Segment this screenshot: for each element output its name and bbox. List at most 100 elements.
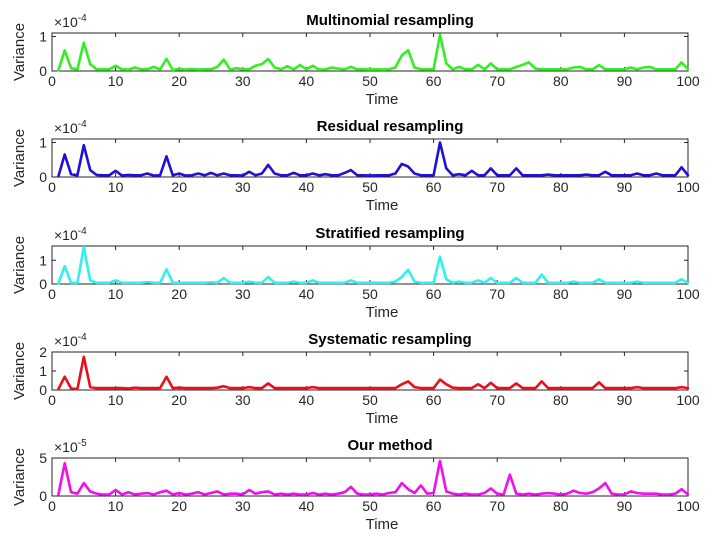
chart-title: Our method [348,437,433,454]
axes-box [51,245,689,285]
x-tick-label: 100 [676,286,700,302]
x-tick-label: 60 [426,179,442,195]
y-exponent-label: ×10-5 [54,438,87,455]
y-exponent-power: -5 [78,438,87,449]
axes-box [51,32,689,72]
x-axis-label: Time [366,91,399,108]
x-tick-label: 80 [553,392,569,408]
x-tick-label: 90 [617,286,633,302]
x-tick-label: 50 [362,498,378,514]
y-axis-label: Variance [11,236,28,294]
series-line [57,245,690,285]
axes-box [51,351,689,391]
y-tick-label: 1 [39,252,47,268]
x-tick-label: 40 [299,392,315,408]
chart-title: Systematic resampling [308,331,471,348]
x-tick-label: 70 [489,498,505,514]
x-tick-label: 90 [617,392,633,408]
x-tick-label: 20 [171,179,187,195]
x-tick-label: 10 [108,286,124,302]
x-tick-label: 80 [553,73,569,89]
y-axis-label: Variance [11,448,28,506]
x-tick-label: 10 [108,179,124,195]
x-axis-label: Time [366,410,399,427]
y-tick-label: 1 [39,363,47,379]
y-exponent-power: -4 [78,332,87,343]
x-tick-label: 0 [48,179,56,195]
x-tick-label: 50 [362,392,378,408]
y-tick-label: 5 [39,450,47,466]
x-tick-label: 10 [108,498,124,514]
chart-title: Stratified resampling [315,225,464,242]
y-exponent-power: -4 [78,13,87,24]
x-tick-label: 100 [676,73,700,89]
x-tick-label: 0 [48,286,56,302]
x-tick-label: 30 [235,286,251,302]
x-tick-label: 100 [676,392,700,408]
y-exponent-base: ×10 [54,14,78,30]
axes-box [51,457,689,497]
y-exponent-power: -4 [78,119,87,130]
x-tick-label: 60 [426,286,442,302]
x-tick-label: 80 [553,498,569,514]
x-tick-label: 50 [362,179,378,195]
x-tick-label: 30 [235,498,251,514]
panel-4: 0 10 20 30 40 50 60 70 80 90 100 0 5 ×10-5 Our method T… [11,437,700,533]
x-tick-label: 40 [299,73,315,89]
x-tick-label: 70 [489,286,505,302]
x-axis-label: Time [366,516,399,533]
panel-1: 0 10 20 30 40 50 60 70 80 90 100 0 1 ×10-4 Residual re… [11,118,700,214]
x-tick-label: 90 [617,179,633,195]
y-tick-label: 0 [39,382,47,398]
x-tick-label: 80 [553,179,569,195]
x-tick-label: 70 [489,392,505,408]
panel-2: 0 10 20 30 40 50 60 70 80 90 100 0 1 ×10-4 Stratified … [11,225,700,321]
x-tick-label: 100 [676,498,700,514]
y-exponent-label: ×10-4 [54,119,87,136]
x-tick-label: 50 [362,73,378,89]
x-axis-label: Time [366,304,399,321]
y-axis-label: Variance [11,23,28,81]
x-tick-label: 10 [108,392,124,408]
x-tick-label: 80 [553,286,569,302]
x-tick-label: 0 [48,498,56,514]
y-exponent-base: ×10 [54,439,78,455]
panel-0: 0 10 20 30 40 50 60 70 80 90 100 0 1 ×10-4 Multinomial… [11,12,700,108]
x-tick-label: 0 [48,392,56,408]
y-tick-label: 2 [39,344,47,360]
y-tick-label: 0 [39,63,47,79]
x-tick-label: 40 [299,498,315,514]
x-tick-label: 60 [426,392,442,408]
x-tick-label: 60 [426,498,442,514]
y-tick-label: 1 [39,28,47,44]
x-tick-label: 70 [489,179,505,195]
x-tick-label: 20 [171,73,187,89]
y-axis-label: Variance [11,342,28,400]
x-axis-label: Time [366,197,399,214]
y-tick-label: 0 [39,169,47,185]
x-tick-label: 50 [362,286,378,302]
x-tick-label: 90 [617,73,633,89]
x-tick-label: 30 [235,179,251,195]
y-axis-label: Variance [11,129,28,187]
x-tick-label: 90 [617,498,633,514]
x-tick-label: 40 [299,286,315,302]
x-tick-label: 30 [235,392,251,408]
x-tick-label: 40 [299,179,315,195]
y-exponent-label: ×10-4 [54,332,87,349]
y-tick-label: 0 [39,276,47,292]
x-tick-label: 70 [489,73,505,89]
x-tick-label: 100 [676,179,700,195]
y-tick-label: 0 [39,488,47,504]
x-tick-label: 10 [108,73,124,89]
x-tick-label: 0 [48,73,56,89]
y-exponent-base: ×10 [54,120,78,136]
y-exponent-base: ×10 [54,227,78,243]
x-tick-label: 20 [171,286,187,302]
y-exponent-base: ×10 [54,333,78,349]
x-tick-label: 20 [171,498,187,514]
series-line [57,355,690,391]
x-tick-label: 20 [171,392,187,408]
